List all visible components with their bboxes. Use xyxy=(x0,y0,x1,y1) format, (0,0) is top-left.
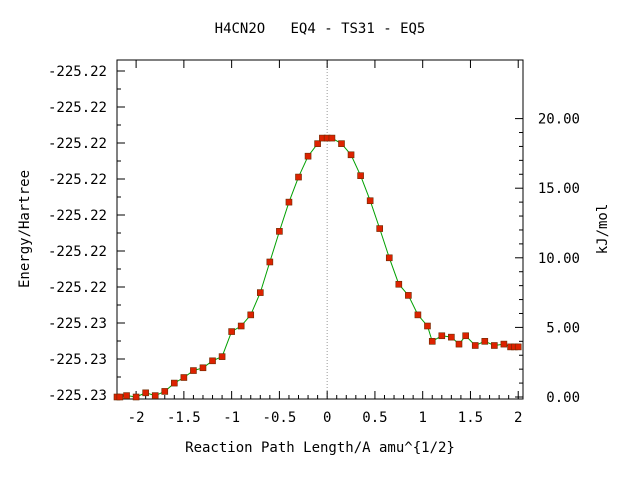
series-line xyxy=(117,137,519,398)
x-axis-label: Reaction Path Length/A amu^{1/2} xyxy=(185,440,455,456)
x-axis: -2 -1.5 -1 -0.5 0 0.5 1 1.5 2 xyxy=(116,60,522,426)
data-point xyxy=(471,342,479,349)
data-point xyxy=(256,289,264,296)
y2-axis-label: kJ/mol xyxy=(595,204,611,255)
x-tick-label: -1 xyxy=(223,410,240,426)
data-point xyxy=(161,388,169,395)
data-point xyxy=(314,140,321,147)
data-point xyxy=(218,353,226,360)
series-layer xyxy=(113,134,522,401)
data-point xyxy=(385,254,393,262)
data-point xyxy=(357,172,364,179)
data-point xyxy=(180,374,188,381)
data-point xyxy=(366,197,374,205)
y2-tick-label: 20.00 xyxy=(538,112,580,128)
data-point xyxy=(338,140,345,147)
y-tick-label: -225.22 xyxy=(48,64,107,80)
data-point xyxy=(491,342,498,349)
y2-tick-label: 5.00 xyxy=(546,320,580,336)
data-point xyxy=(455,340,463,348)
data-point xyxy=(199,364,207,372)
y-tick-label: -225.23 xyxy=(48,316,107,332)
y2-tick-label: 0.00 xyxy=(546,390,580,406)
data-point xyxy=(514,343,522,351)
x-tick-label: -2 xyxy=(128,410,145,426)
data-point xyxy=(481,338,489,345)
data-point xyxy=(190,367,197,374)
data-point xyxy=(328,134,336,142)
y-tick-label: -225.22 xyxy=(48,244,107,260)
data-point xyxy=(285,198,293,206)
data-point xyxy=(151,392,159,399)
y-tick-label: -225.22 xyxy=(48,280,107,296)
chart-title: H4CN2O EQ4 - TS31 - EQ5 xyxy=(215,21,426,37)
data-point xyxy=(266,258,274,266)
data-point xyxy=(462,332,469,340)
x-tick-label: -0.5 xyxy=(263,410,297,426)
x-tick-label: 1 xyxy=(418,410,426,426)
data-point xyxy=(116,393,124,401)
data-point xyxy=(295,173,302,181)
y2-tick-label: 15.00 xyxy=(538,181,580,197)
x-tick-label: 1.5 xyxy=(458,410,483,426)
data-point xyxy=(347,151,355,159)
data-point xyxy=(448,333,455,341)
x-tick-label: 2 xyxy=(514,410,522,426)
data-point xyxy=(438,332,446,340)
data-point xyxy=(428,338,436,345)
y-tick-label: -225.22 xyxy=(48,208,107,224)
data-point xyxy=(228,328,235,335)
x-tick-label: 0.5 xyxy=(362,410,387,426)
y2-tick-label: 10.00 xyxy=(538,251,580,267)
data-point xyxy=(376,225,384,232)
y-axis: -225.23 -225.23 -225.23 -225.22 -225.22 -225.… xyxy=(48,64,125,404)
x-tick-label: -1.5 xyxy=(167,410,201,426)
data-point xyxy=(247,311,255,319)
data-point xyxy=(424,322,431,330)
plot-frame xyxy=(116,59,524,400)
data-point xyxy=(304,152,312,160)
y-tick-label: -225.22 xyxy=(48,100,107,116)
data-point xyxy=(237,322,245,330)
x-tick-label: 0 xyxy=(323,410,331,426)
y-axis-label: Energy/Hartree xyxy=(17,170,33,288)
y-tick-label: -225.22 xyxy=(48,136,107,152)
y-tick-label: -225.23 xyxy=(48,352,107,368)
y-tick-label: -225.22 xyxy=(48,172,107,188)
data-point xyxy=(142,389,149,397)
data-point xyxy=(276,228,283,235)
data-point xyxy=(395,280,403,288)
data-point xyxy=(500,340,508,348)
data-point xyxy=(414,311,422,319)
data-point xyxy=(405,292,412,299)
data-point xyxy=(132,393,140,401)
data-point xyxy=(209,357,216,365)
y2-axis: 0.00 5.00 10.00 15.00 20.00 xyxy=(515,112,580,406)
y-tick-label: -225.23 xyxy=(48,388,107,404)
data-point xyxy=(123,392,130,399)
data-point xyxy=(171,379,178,387)
